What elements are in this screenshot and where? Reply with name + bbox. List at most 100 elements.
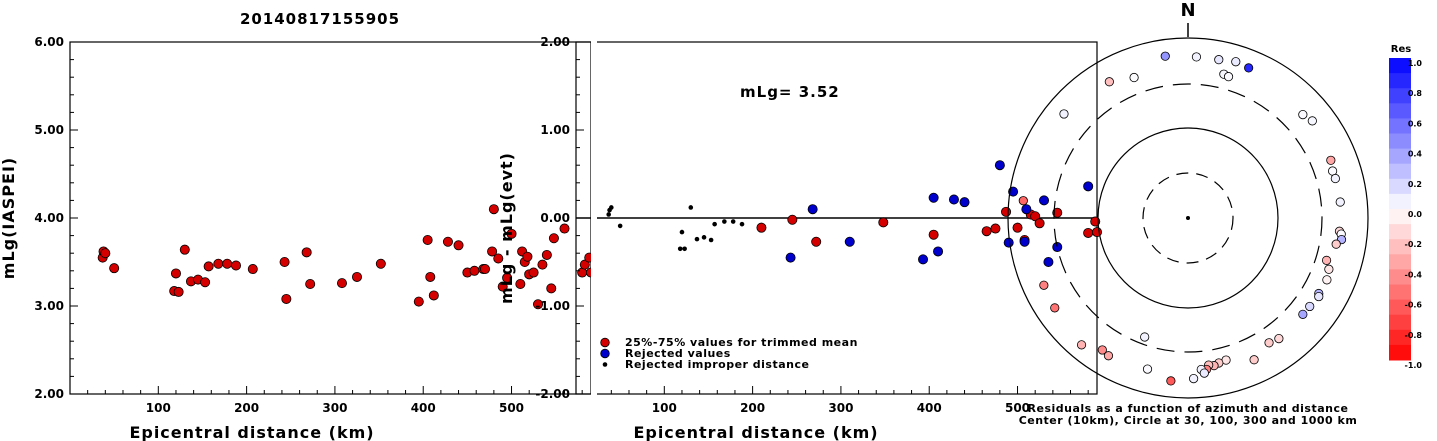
station-point	[1335, 197, 1345, 207]
colorbar-cell	[1389, 133, 1411, 150]
data-point	[756, 222, 767, 233]
station-point	[1214, 55, 1224, 65]
data-point	[1052, 242, 1063, 253]
data-point	[502, 272, 513, 283]
station-point	[1191, 52, 1202, 62]
data-point	[442, 236, 453, 247]
data-point	[425, 271, 436, 282]
legend: 25%-75% values for trimmed meanRejected …	[600, 336, 857, 371]
data-point	[413, 296, 424, 307]
data-point	[1030, 211, 1041, 222]
data-point	[701, 235, 707, 240]
colorbar-cell	[1389, 58, 1411, 74]
y-tick-label: 2.00	[540, 35, 570, 49]
data-point	[694, 236, 700, 242]
colorbar-cell	[1389, 209, 1411, 225]
figure-title: 20140817155905	[240, 10, 400, 28]
data-point	[918, 254, 929, 265]
colorbar-cell	[1389, 224, 1411, 240]
center-dot	[1186, 216, 1190, 220]
data-point	[609, 205, 614, 210]
colorbar-cell	[1389, 73, 1411, 89]
colorbar-tick-label: -0.4	[1405, 270, 1423, 279]
colorbar-cell	[1389, 88, 1411, 104]
colorbar-tick-label: 0.4	[1408, 150, 1423, 159]
colorbar-cell	[1389, 299, 1411, 316]
colorbar-cell	[1389, 329, 1411, 346]
data-point	[1021, 204, 1032, 215]
station-point	[1142, 364, 1153, 374]
data-point	[109, 263, 120, 274]
station-point	[1097, 345, 1107, 355]
x-tick-label: 200	[234, 401, 259, 415]
y-tick-label: 2.00	[34, 387, 64, 401]
station-point	[1274, 333, 1284, 344]
y-tick-label: 3.00	[34, 299, 64, 313]
colorbar-tick-label: -0.6	[1405, 301, 1423, 310]
station-point	[1059, 109, 1069, 119]
caption-line-1: Residuals as a function of azimuth and d…	[1028, 402, 1349, 415]
data-point	[506, 228, 517, 239]
data-point	[100, 248, 111, 259]
station-point	[1322, 275, 1332, 285]
colorbar-tick-label: 0.0	[1408, 210, 1423, 219]
station-point	[1305, 301, 1315, 312]
station-point	[1264, 338, 1274, 348]
x-axis-label: Epicentral distance (km)	[633, 423, 878, 441]
data-point	[1034, 218, 1045, 229]
data-point	[222, 258, 233, 269]
x-tick-label: 100	[652, 401, 677, 415]
x-tick-label: 500	[499, 401, 524, 415]
colorbar-cell	[1389, 314, 1411, 331]
data-point	[1012, 222, 1023, 233]
colorbar-cell	[1389, 178, 1411, 195]
station-point	[1050, 303, 1060, 313]
data-point	[487, 246, 498, 257]
data-point	[990, 223, 1001, 234]
station-point	[1199, 368, 1209, 378]
data-point	[722, 219, 727, 224]
data-point	[688, 205, 694, 210]
mlg-annotation: mLg= 3.52	[740, 83, 840, 101]
data-point	[281, 293, 292, 304]
y-tick-label: 5.00	[34, 123, 64, 137]
station-point	[1039, 280, 1049, 290]
station-point	[1324, 264, 1334, 274]
legend-entry: Rejected values	[625, 347, 731, 360]
data-point	[844, 236, 855, 247]
data-point	[173, 286, 184, 297]
data-point	[428, 290, 439, 301]
y-tick-label: 4.00	[34, 211, 64, 225]
colorbar-tick-label: 1.0	[1408, 59, 1423, 68]
x-axis-label: Epicentral distance (km)	[129, 423, 374, 441]
data-point	[712, 221, 717, 227]
colorbar-cell	[1389, 239, 1411, 255]
legend-marker	[600, 337, 610, 348]
data-point	[928, 229, 939, 240]
station-point	[1166, 376, 1176, 386]
data-point	[541, 249, 552, 260]
data-point	[1039, 195, 1050, 206]
data-point	[785, 252, 796, 263]
mlg-vs-distance-panel: 2.00 3.00 4.00 5.00 6.00 100 200 300 400 500 Epic…	[0, 35, 597, 441]
legend-marker	[600, 348, 610, 359]
station-point	[1298, 109, 1308, 120]
circle-30km	[1142, 172, 1234, 264]
station-point	[1160, 51, 1170, 61]
colorbar-cell	[1389, 344, 1411, 361]
data-point	[301, 247, 312, 258]
station-point	[1298, 309, 1308, 319]
data-point	[200, 277, 211, 288]
data-point	[708, 237, 714, 243]
circle-100km	[1097, 127, 1279, 309]
circle-300km	[1053, 83, 1323, 353]
y-axis-label: mLg(IASPEI)	[0, 157, 18, 279]
data-point	[679, 229, 685, 235]
station-point	[1223, 72, 1234, 82]
data-point	[522, 251, 533, 262]
data-point	[493, 253, 504, 264]
station-point	[1189, 374, 1199, 384]
y-axis-label: mLg - mLg(evt)	[497, 152, 516, 304]
station-point	[1129, 72, 1139, 83]
data-point	[959, 197, 970, 208]
